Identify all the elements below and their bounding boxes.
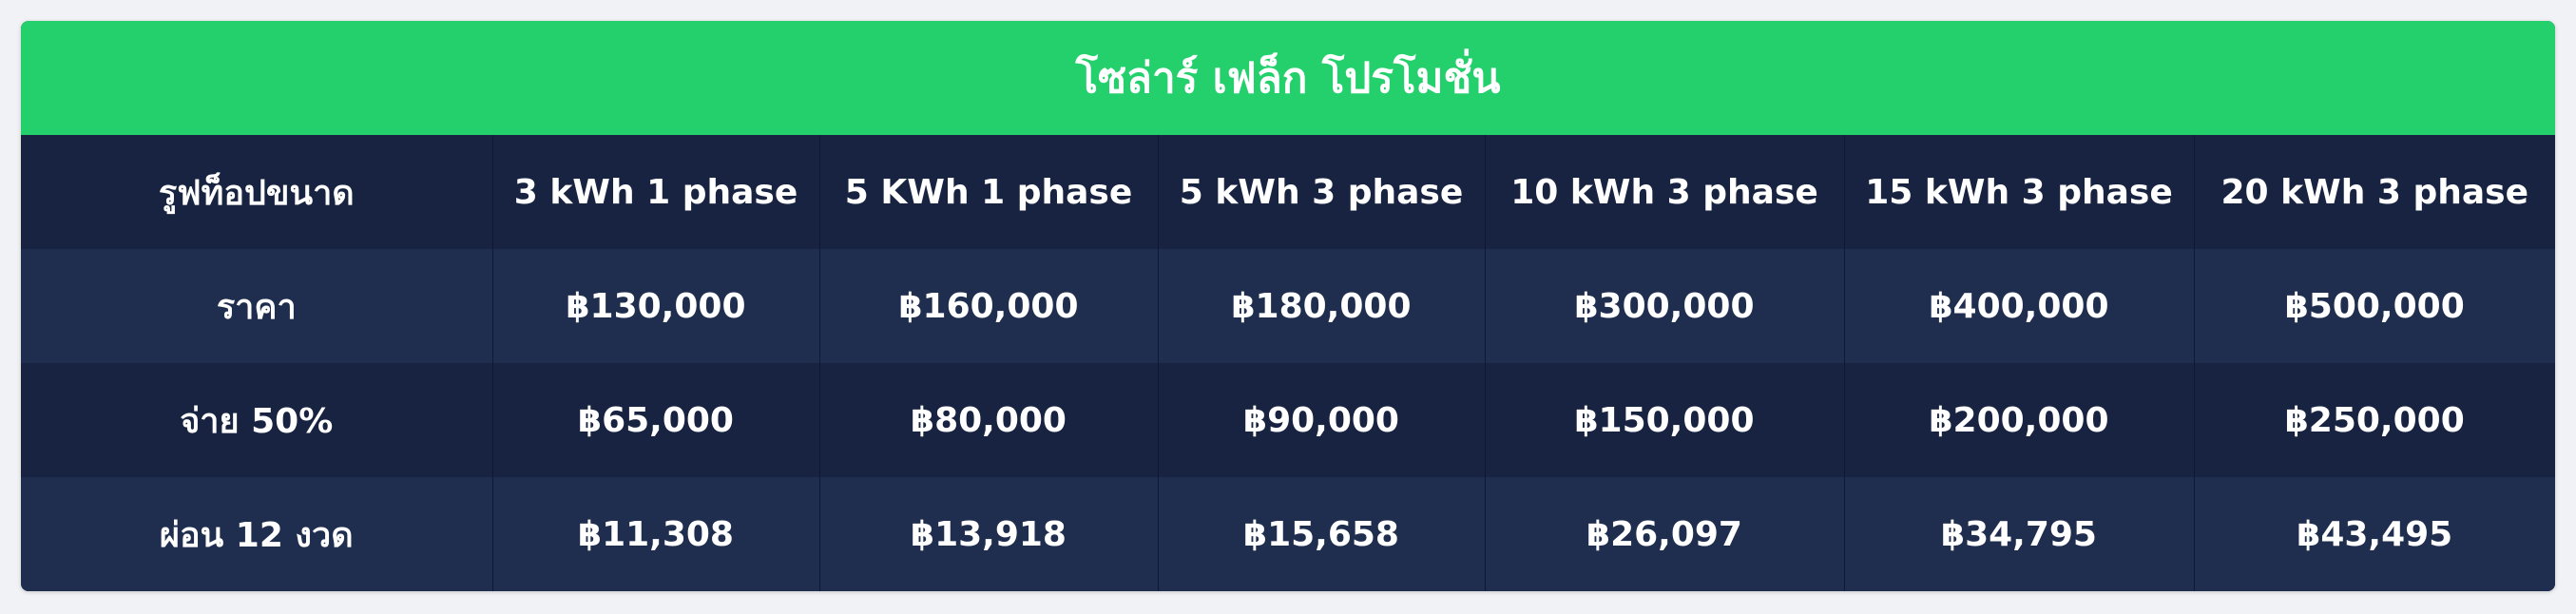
pricing-table: รูฟท็อปขนาด 3 kWh 1 phase 5 KWh 1 phase … <box>21 135 2555 591</box>
table-row-installment: ผ่อน 12 งวด ฿11,308 ฿13,918 ฿15,658 ฿26,… <box>21 477 2555 591</box>
table-row-price: ราคา ฿130,000 ฿160,000 ฿180,000 ฿300,000… <box>21 249 2555 363</box>
row-label: ราคา <box>216 287 297 327</box>
table-cell: ฿11,308 <box>491 477 819 591</box>
table-cell: ฿400,000 <box>1843 249 2194 363</box>
table-cell: ฿34,795 <box>1843 477 2194 591</box>
table-cell: ฿180,000 <box>1157 249 1485 363</box>
table-cell: ฿43,495 <box>2193 477 2555 591</box>
header-cell: 3 kWh 1 phase <box>491 135 819 249</box>
promotion-title: โซล่าร์ เฟล็ก โปรโมชั่น <box>1075 54 1501 103</box>
row-label: จ่าย 50% <box>180 401 334 441</box>
table-cell: ฿90,000 <box>1157 363 1485 477</box>
table-cell: ฿150,000 <box>1484 363 1844 477</box>
promotion-card: โซล่าร์ เฟล็ก โปรโมชั่น รูฟท็อปขนาด 3 kW… <box>21 21 2555 591</box>
header-cell: 15 kWh 3 phase <box>1843 135 2194 249</box>
table-cell: ฿65,000 <box>491 363 819 477</box>
table-cell: ฿160,000 <box>818 249 1158 363</box>
table-cell: ฿250,000 <box>2193 363 2555 477</box>
table-cell: ฿26,097 <box>1484 477 1844 591</box>
row-label: ผ่อน 12 งวด <box>159 515 354 555</box>
promotion-title-bar: โซล่าร์ เฟล็ก โปรโมชั่น <box>21 21 2555 135</box>
table-cell: ฿500,000 <box>2193 249 2555 363</box>
table-cell: ฿80,000 <box>818 363 1158 477</box>
header-cell: 10 kWh 3 phase <box>1484 135 1844 249</box>
table-cell: ฿130,000 <box>491 249 819 363</box>
header-cell: 5 kWh 3 phase <box>1157 135 1485 249</box>
table-cell: ฿200,000 <box>1843 363 2194 477</box>
header-cell: 5 KWh 1 phase <box>818 135 1158 249</box>
table-cell: ฿13,918 <box>818 477 1158 591</box>
header-cell: 20 kWh 3 phase <box>2193 135 2555 249</box>
table-header-row: รูฟท็อปขนาด 3 kWh 1 phase 5 KWh 1 phase … <box>21 135 2555 249</box>
table-cell: ฿15,658 <box>1157 477 1485 591</box>
header-cell-size-label: รูฟท็อปขนาด <box>158 173 355 213</box>
table-cell: ฿300,000 <box>1484 249 1844 363</box>
table-row-deposit: จ่าย 50% ฿65,000 ฿80,000 ฿90,000 ฿150,00… <box>21 363 2555 477</box>
